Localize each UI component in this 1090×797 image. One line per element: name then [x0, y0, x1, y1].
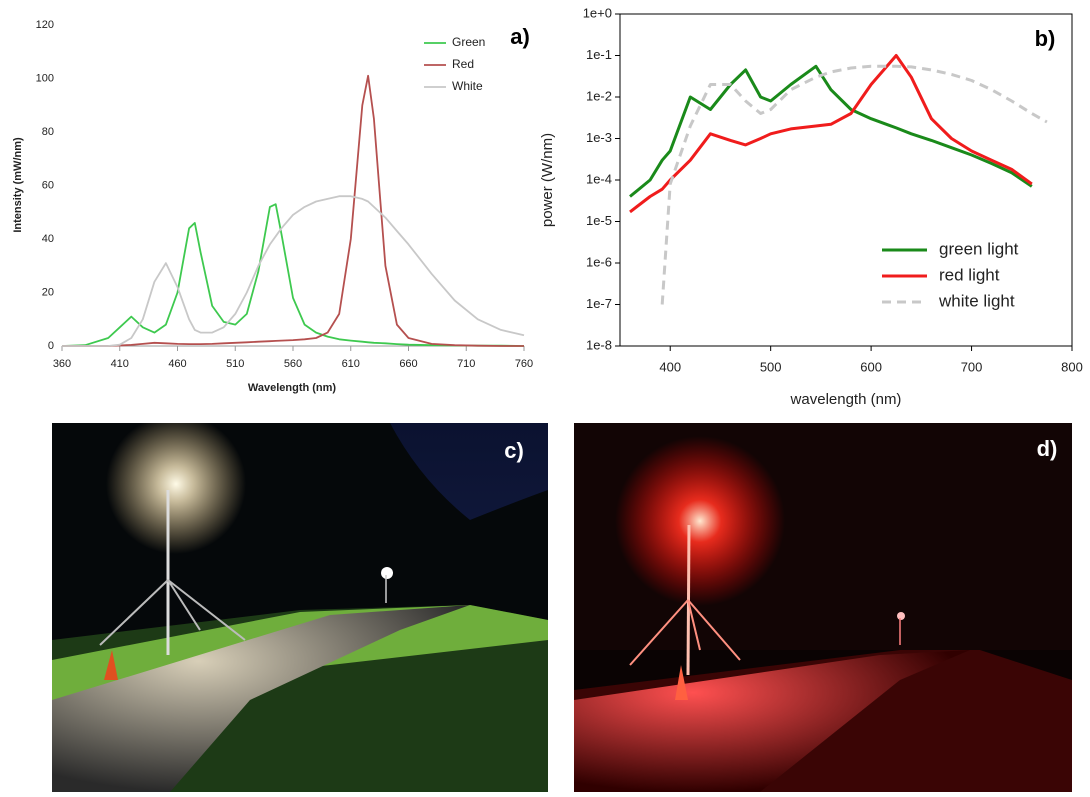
legend-label: white light — [938, 291, 1015, 310]
x-tick-label: 760 — [515, 358, 533, 370]
y-tick-label: 1e+0 — [583, 5, 612, 20]
legend-label: Red — [452, 57, 474, 71]
y-tick-label: 1e-1 — [586, 47, 612, 62]
y-tick-label: 120 — [36, 19, 54, 31]
y-tick-label: 60 — [42, 179, 54, 191]
legend-label: White — [452, 79, 483, 93]
series-line — [629, 64, 1033, 198]
panel-label: a) — [510, 24, 530, 49]
photo-c: c) — [52, 423, 548, 792]
series-line — [62, 74, 524, 347]
x-axis-label: wavelength (nm) — [790, 391, 902, 408]
photo-d: d) — [574, 423, 1072, 792]
y-tick-label: 100 — [36, 72, 54, 84]
y-tick-label: 1e-5 — [586, 213, 612, 228]
legend-label: green light — [939, 239, 1019, 258]
x-tick-label: 600 — [860, 359, 882, 374]
panel-label: d) — [1037, 436, 1058, 461]
x-axis-label: Wavelength (nm) — [248, 382, 337, 394]
y-tick-label: 1e-2 — [586, 88, 612, 103]
x-tick-label: 410 — [111, 358, 129, 370]
x-tick-label: 460 — [168, 358, 186, 370]
x-tick-label: 360 — [53, 358, 71, 370]
y-axis-label: power (W/nm) — [539, 133, 556, 227]
panel-label: b) — [1035, 26, 1056, 51]
legend-label: red light — [939, 265, 1000, 284]
y-tick-label: 1e-8 — [586, 337, 612, 352]
x-tick-label: 560 — [284, 358, 302, 370]
legend-label: Green — [452, 35, 485, 49]
x-tick-label: 660 — [399, 358, 417, 370]
x-tick-label: 800 — [1061, 359, 1083, 374]
series-line — [660, 64, 1048, 305]
x-tick-label: 510 — [226, 358, 244, 370]
series-line — [629, 54, 1033, 214]
y-axis-label: Intensity (mW/nm) — [12, 137, 24, 233]
x-tick-label: 400 — [659, 359, 681, 374]
x-tick-label: 500 — [760, 359, 782, 374]
y-tick-label: 0 — [48, 340, 54, 352]
chart: 1e-8 1e-7 1e-6 1e-5 1e-4 1e-3 1e-2 1e-1 1e+0 400 5… — [539, 5, 1083, 408]
y-tick-label: 40 — [42, 233, 54, 245]
y-tick-label: 1e-4 — [586, 171, 612, 186]
y-tick-label: 1e-6 — [586, 254, 612, 269]
y-tick-label: 20 — [42, 286, 54, 298]
chart: 0 20 40 60 80 100 120 360 410 460 510 560 610 660 710 7… — [12, 19, 533, 394]
x-tick-label: 710 — [457, 358, 475, 370]
series-line — [61, 203, 525, 347]
series-line — [62, 195, 525, 347]
y-tick-label: 1e-3 — [586, 130, 612, 145]
y-tick-label: 1e-7 — [586, 296, 612, 311]
x-tick-label: 700 — [961, 359, 983, 374]
panel-label: c) — [504, 438, 524, 463]
y-tick-label: 80 — [42, 126, 54, 138]
x-tick-label: 610 — [342, 358, 360, 370]
